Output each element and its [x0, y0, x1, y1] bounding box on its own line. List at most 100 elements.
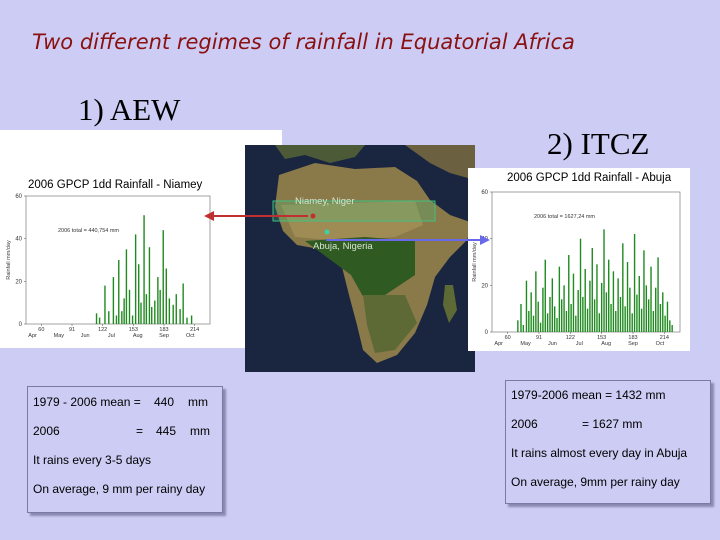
niamey-plot-frame	[25, 195, 211, 325]
aew-year-value: 445	[156, 424, 177, 438]
abuja-y-tick-label: 20	[481, 283, 488, 289]
niamey-rainfall-bar	[143, 215, 145, 324]
niamey-rainfall-bar	[118, 260, 120, 324]
abuja-rainfall-bar	[647, 299, 650, 332]
abuja-rainfall-bar	[622, 243, 624, 332]
niamey-rainfall-bar	[165, 268, 167, 324]
abuja-rainfall-bar	[570, 304, 572, 332]
abuja-rainfall-bar	[525, 280, 528, 332]
abuja-rainfall-bar	[575, 315, 577, 332]
niamey-rainfall-bar	[162, 230, 164, 324]
abuja-rainfall-bar	[652, 311, 655, 332]
niamey-x-day-label: 214	[190, 327, 199, 333]
africa-satellite-map: Niamey, Niger Abuja, Nigeria	[245, 145, 475, 372]
abuja-rainfall-bar	[546, 313, 549, 332]
niamey-rainfall-bar	[175, 294, 177, 324]
niamey-rainfall-bar	[190, 315, 193, 324]
abuja-rainfall-bar	[605, 292, 608, 332]
niamey-y-tick-label: 60	[15, 194, 22, 200]
abuja-rainfall-bar	[598, 313, 601, 332]
slide-title: Two different regimes of rainfall in Equ…	[32, 30, 575, 54]
aew-average: On average, 9 mm per rainy day	[33, 482, 206, 496]
abuja-rainfall-bar	[596, 264, 598, 332]
abuja-rainfall-bar	[636, 294, 638, 332]
abuja-rainfall-bar	[600, 283, 603, 332]
abuja-rainfall-bar	[539, 322, 542, 332]
niamey-marker	[310, 213, 316, 219]
abuja-rainfall-bar	[542, 287, 544, 332]
abuja-y-tick-label: 40	[481, 237, 488, 243]
abuja-rainfall-bar	[553, 306, 556, 332]
abuja-x-day-label: 60	[505, 335, 511, 341]
niamey-x-month-label: Jul	[108, 333, 115, 339]
abuja-rainfall-bar	[561, 299, 563, 332]
niamey-x-month-label: Oct	[186, 333, 195, 339]
equatorial-forest	[305, 237, 415, 300]
abuja-y-axis-label: Rainfall mm/day	[472, 242, 478, 282]
abuja-x-month-label: May	[520, 341, 531, 347]
niamey-x-month-label: Aug	[133, 333, 143, 339]
abuja-rainfall-bar	[643, 250, 645, 332]
abuja-rainfall-bar	[563, 285, 565, 332]
abuja-x-month-label: Oct	[656, 341, 665, 347]
niamey-rainfall-bar	[121, 311, 123, 324]
niamey-x-day-label: 183	[159, 327, 168, 333]
abuja-rainfall-bar	[517, 320, 519, 332]
abuja-rainfall-bar	[629, 287, 631, 332]
niamey-x-day-label: 91	[69, 327, 75, 333]
abuja-rainfall-bar	[520, 304, 522, 332]
niamey-rainfall-bar	[168, 298, 171, 324]
niamey-rainfall-bar	[148, 247, 151, 324]
itcz-stats-box: 1979-2006 mean = 1432 mm 2006 = 1627 mm …	[505, 380, 711, 504]
abuja-rainfall-bar	[549, 297, 551, 332]
itcz-average: On average, 9mm per rainy day	[511, 475, 680, 489]
africa-map-graphic	[245, 145, 475, 372]
niamey-rainfall-bar	[140, 302, 142, 324]
niamey-map-label: Niamey, Niger	[295, 196, 355, 207]
abuja-x-month-label: Sep	[628, 341, 638, 347]
heading-itcz: 2) ITCZ	[547, 126, 650, 161]
abuja-x-day-label: 122	[566, 335, 575, 341]
niamey-y-tick-label: 0	[19, 322, 23, 328]
abuja-x-day-label: 183	[628, 335, 637, 341]
abuja-x-month-label: Jul	[576, 341, 583, 347]
europe-landmass	[275, 145, 365, 163]
niamey-rainfall-bar	[134, 234, 137, 324]
abuja-rainfall-bar	[551, 278, 554, 332]
niamey-rainfall-bar	[108, 311, 110, 324]
abuja-rainfall-bar	[608, 259, 610, 332]
abuja-rainfall-bar	[586, 308, 589, 332]
abuja-rainfall-bar	[617, 278, 619, 332]
niamey-x-day-label: 153	[129, 327, 138, 333]
niamey-rainfall-bar	[145, 294, 148, 324]
abuja-rainfall-bar	[558, 266, 561, 332]
abuja-y-tick-label: 60	[481, 190, 488, 196]
abuja-rainfall-bar	[615, 311, 617, 332]
abuja-rainfall-bar	[631, 313, 633, 332]
abuja-rainfall-bar	[671, 325, 673, 332]
abuja-rainfall-bar	[589, 280, 591, 332]
abuja-rainfall-bar	[640, 308, 643, 332]
niamey-rainfall-bar	[98, 317, 101, 324]
niamey-x-day-label: 60	[38, 327, 44, 333]
abuja-x-month-label: Jun	[548, 341, 557, 347]
aew-mean-label: 1979 - 2006 mean =	[33, 395, 141, 409]
abuja-rainfall-bar	[666, 301, 669, 332]
abuja-x-month-label: Aug	[601, 341, 611, 347]
niamey-rainfall-bar	[95, 313, 98, 324]
arabia-landmass	[405, 145, 475, 180]
abuja-rainfall-chart: 0 20 40 60 Rainfall mm/day Apr May Jun Jul Aug Sep…	[472, 190, 681, 347]
niamey-chart-panel: 2006 GPCP 1dd Rainfall - Niamey 0 20 40 60 R…	[0, 130, 282, 348]
aew-year-label: 2006	[33, 424, 60, 438]
abuja-rainfall-bar	[532, 315, 535, 332]
itcz-mean: 1979-2006 mean = 1432 mm	[511, 388, 666, 402]
abuja-rainfall-bar	[626, 262, 629, 332]
abuja-y-tick-label: 0	[485, 330, 489, 336]
aew-year-unit: mm	[190, 424, 210, 438]
abuja-total-annotation: 2006 total = 1627,24 mm	[534, 214, 595, 220]
niamey-rainfall-bar	[154, 300, 156, 324]
abuja-rainfall-bar	[669, 320, 671, 332]
niamey-total-annotation: 2006 total = 440,754 mm	[58, 228, 119, 234]
abuja-rainfall-bar	[577, 290, 579, 332]
abuja-rainfall-bar	[535, 271, 537, 332]
